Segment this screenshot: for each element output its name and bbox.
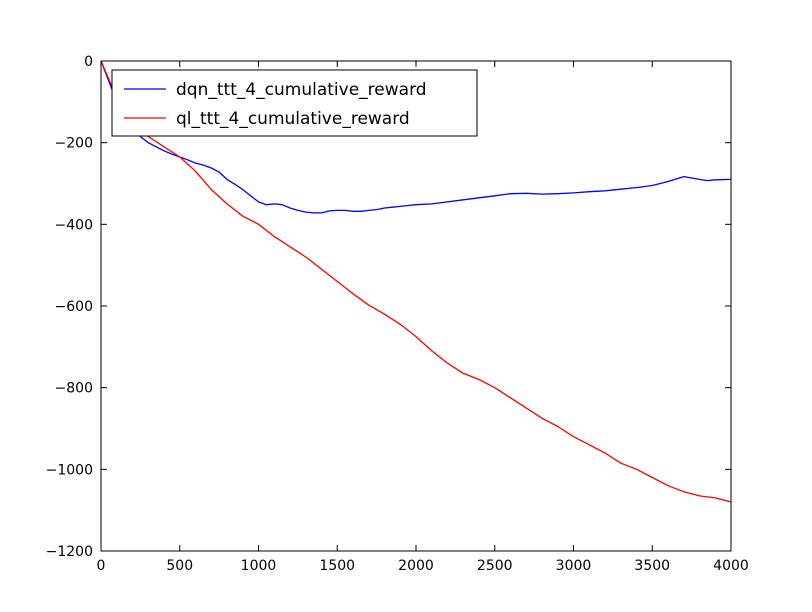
plot-area (100, 60, 732, 503)
x-tick-label: 2500 (477, 558, 513, 574)
y-tick-label: −1200 (46, 544, 93, 560)
y-tick-label: −600 (55, 299, 93, 315)
legend-label-ql: ql_ttt_4_cumulative_reward (176, 109, 410, 129)
legend-label-dqn: dqn_ttt_4_cumulative_reward (176, 80, 427, 100)
y-tick-label: 0 (84, 54, 93, 70)
legend: dqn_ttt_4_cumulative_reward ql_ttt_4_cum… (111, 69, 478, 137)
x-tick-label: 500 (166, 558, 193, 574)
axis-ticks: 0 500 1000 1500 2000 2500 3000 3500 4000 0 −200 −40… (46, 54, 749, 574)
legend-box (111, 69, 478, 137)
x-tick-label: 3500 (634, 558, 670, 574)
y-tick-label: −800 (55, 381, 93, 397)
y-tick-label: −200 (55, 136, 93, 152)
x-tick-label: 1000 (241, 558, 277, 574)
y-tick-label: −1000 (46, 462, 93, 478)
x-tick-label: 1500 (319, 558, 355, 574)
plot-frame (100, 60, 732, 552)
x-tick-label: 3000 (556, 558, 592, 574)
x-tick-label: 0 (97, 558, 106, 574)
series-line-ql (100, 60, 732, 503)
x-tick-label: 4000 (713, 558, 749, 574)
x-tick-label: 2000 (398, 558, 434, 574)
y-tick-label: −400 (55, 217, 93, 233)
